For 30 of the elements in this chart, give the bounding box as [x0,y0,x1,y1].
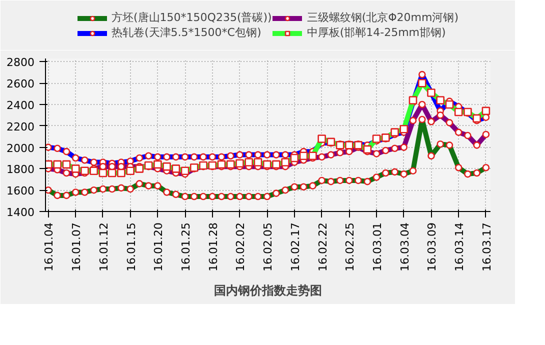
x-tick-label: 16.03.17 [480,222,494,272]
x-tick-label: 16.02.05 [262,222,275,272]
x-tick-label: 16.02.25 [344,222,357,272]
x-tick-label: 16.01.20 [152,222,166,272]
x-tick-label: 16.01.04 [42,222,56,272]
y-tick-label: 1800 [6,163,35,176]
x-tick-label: 16.02.17 [288,222,302,272]
y-tick-label: 2200 [6,120,35,134]
x-tick-label: 16.02.22 [316,222,330,272]
legend-label: 三级螺纹钢(北京Φ20mm河钢) [306,10,458,25]
x-tick-label: 16.03.09 [426,222,439,272]
x-tick-label: 16.03.04 [398,222,412,272]
x-tick-label: 16.03.14 [453,222,466,272]
y-tick-label: 1400 [6,206,35,219]
y-tick-label: 2000 [6,142,35,155]
y-tick-label: 2400 [6,99,35,112]
x-tick-label: 16.02.02 [234,222,248,272]
x-tick-label: 16.01.15 [124,222,138,272]
legend-label: 方坯(唐山150*150Q235(普碳)) [112,10,272,25]
y-tick-label: 2800 [6,56,35,70]
x-tick-label: 16.01.12 [97,222,110,272]
legend-label: 热轧卷(天津5.5*1500*C包钢) [112,25,262,40]
y-tick-label: 1600 [6,184,35,198]
y-tick-label: 2600 [6,78,35,91]
x-tick-label: 16.01.07 [70,222,84,272]
legend-label: 中厚板(邯郸14-25mm邯钢) [306,25,446,40]
x-tick-label: 16.03.01 [371,222,384,272]
x-tick-label: 16.01.28 [206,222,220,272]
text: 国内钢价指数走势图 [214,284,322,298]
x-tick-label: 16.01.25 [180,222,193,272]
